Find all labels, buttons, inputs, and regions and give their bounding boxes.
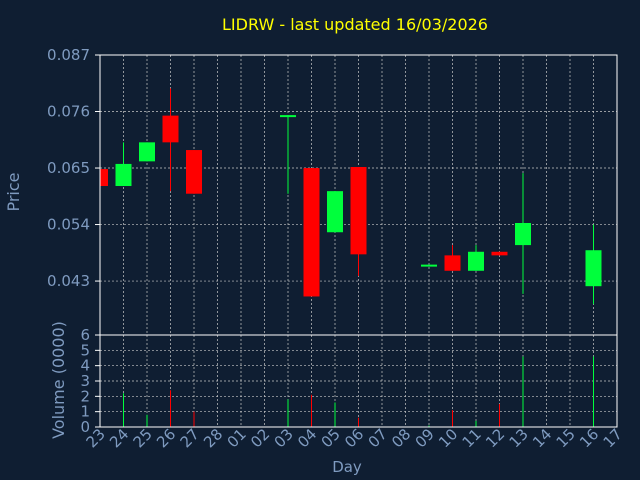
volume-tick-label: 6 <box>80 326 90 344</box>
volume-bars <box>123 356 594 427</box>
volume-axis-label: Volume (0000) <box>49 321 68 439</box>
candle-body <box>468 251 484 271</box>
candle-body <box>139 142 155 162</box>
x-axis-label: Day <box>332 458 362 476</box>
candle-body <box>515 223 531 246</box>
candle-body <box>327 191 343 233</box>
price-tick-label: 0.043 <box>47 272 90 290</box>
price-tick-label: 0.054 <box>47 216 90 234</box>
candle-body <box>421 264 437 267</box>
candles <box>99 88 602 305</box>
candle-body <box>162 115 179 143</box>
candle-body <box>350 167 367 255</box>
volume-tick-label: 0 <box>80 418 90 436</box>
candle-body <box>100 169 108 187</box>
price-tick-label: 0.065 <box>47 159 90 177</box>
candle-body <box>491 251 508 256</box>
volume-tick-label: 4 <box>80 357 90 375</box>
price-tick-label: 0.076 <box>47 103 90 121</box>
candle-body <box>280 115 296 118</box>
chart-title: LIDRW - last updated 16/03/2026 <box>222 15 488 34</box>
volume-tick-label: 5 <box>80 341 90 359</box>
price-tick-label: 0.087 <box>47 46 90 64</box>
volume-tick-label: 1 <box>80 403 90 421</box>
volume-tick-label: 2 <box>80 387 90 405</box>
volume-panel-frame <box>99 334 618 428</box>
candle-body <box>186 150 202 194</box>
candle-body <box>115 163 132 187</box>
volume-tick-label: 3 <box>80 372 90 390</box>
candle-body <box>585 250 602 287</box>
candle-body <box>444 255 461 271</box>
candle-body <box>303 168 320 297</box>
price-axis-label: Price <box>4 172 23 211</box>
axes <box>95 54 618 428</box>
